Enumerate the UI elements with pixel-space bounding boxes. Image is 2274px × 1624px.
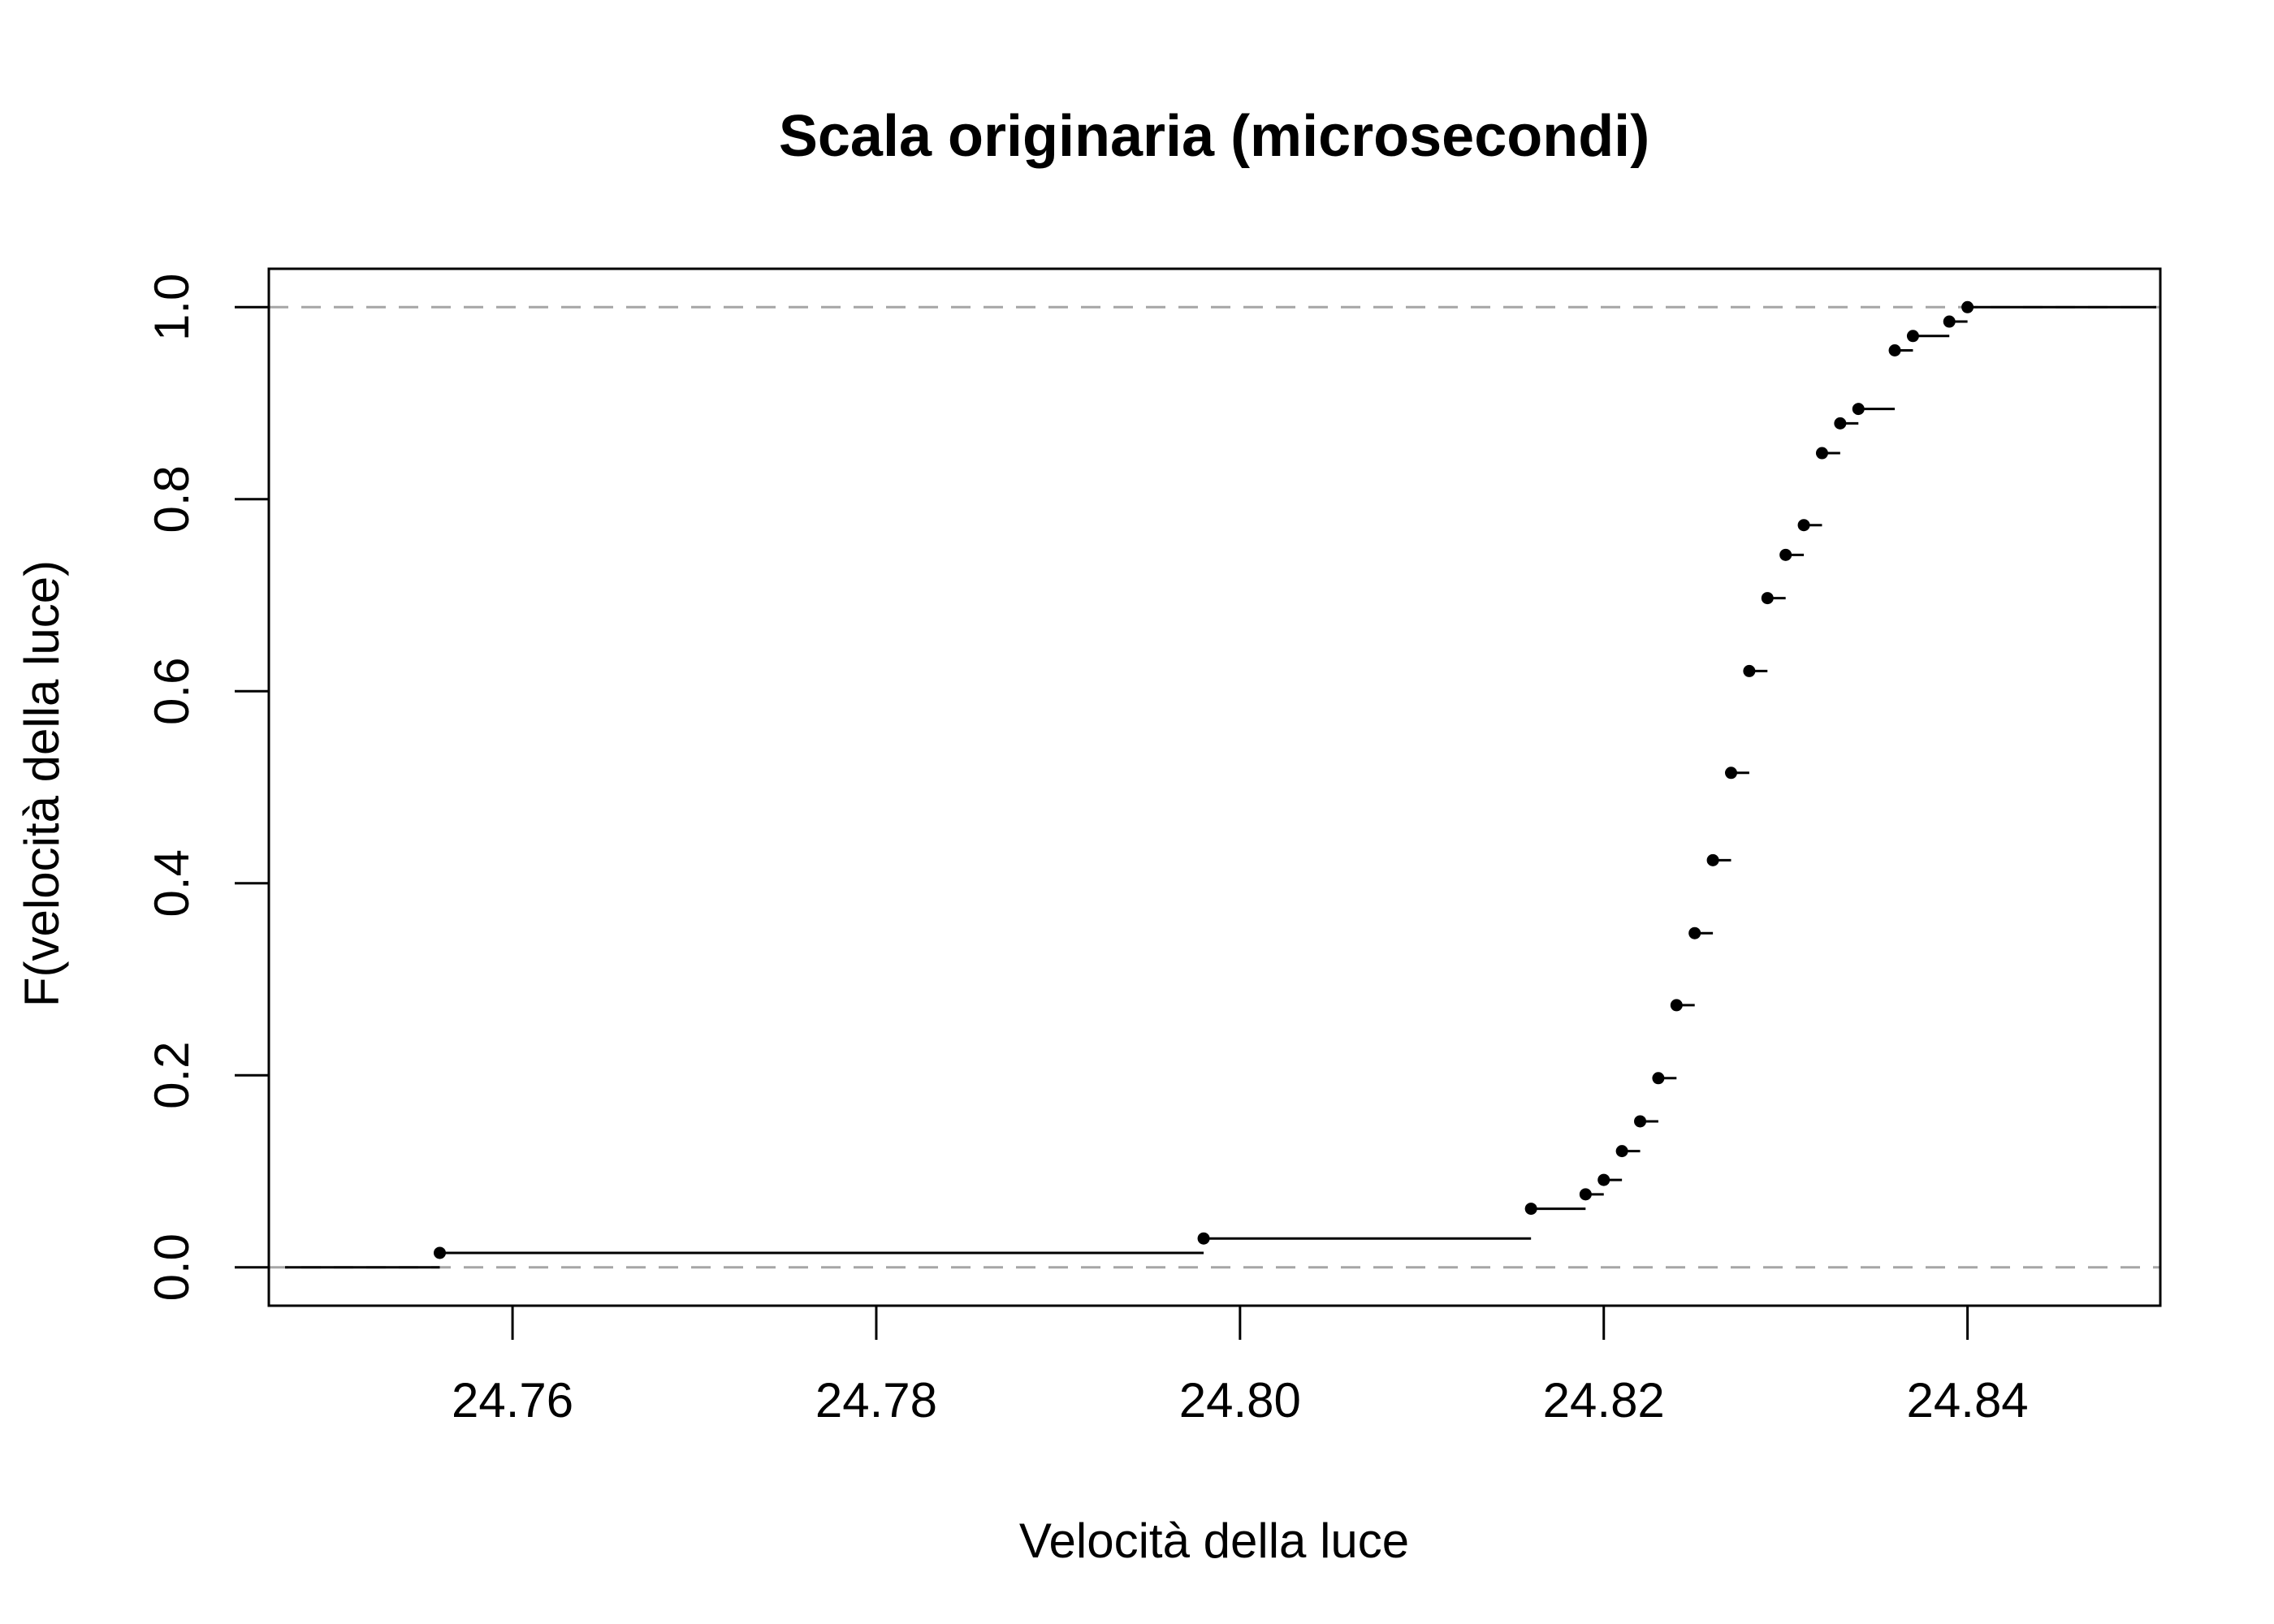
y-tick-label-5: 1.0 — [145, 274, 199, 341]
data-point-17 — [1834, 417, 1847, 430]
data-point-0 — [434, 1246, 447, 1259]
plot-frame — [267, 267, 2162, 1307]
x-axis-ticks: 24.76 24.78 24.80 24.82 24.84 — [452, 1306, 2029, 1427]
data-point-10 — [1706, 853, 1719, 866]
y-tick-label-0: 0.0 — [145, 1233, 199, 1301]
chart-title: Scala originaria (microsecondi) — [779, 104, 1649, 169]
y-axis-ticks: 0.0 0.2 0.4 0.6 0.8 1.0 — [145, 274, 269, 1301]
y-tick-label-2: 0.4 — [145, 849, 199, 917]
step-segments — [285, 305, 2156, 1269]
data-point-21 — [1943, 315, 1956, 328]
y-tick-label-4: 0.8 — [145, 465, 199, 533]
y-tick-label-3: 0.6 — [145, 658, 199, 725]
data-point-11 — [1724, 767, 1737, 780]
data-point-7 — [1652, 1072, 1665, 1085]
data-point-16 — [1815, 447, 1828, 460]
data-point-9 — [1688, 926, 1701, 939]
data-point-12 — [1743, 664, 1756, 677]
x-tick-label-4: 24.84 — [1907, 1373, 2029, 1427]
data-point-4 — [1597, 1173, 1610, 1186]
data-point-20 — [1906, 330, 1919, 343]
data-point-1 — [1197, 1232, 1210, 1245]
reference-lines — [269, 305, 2160, 1269]
data-point-19 — [1888, 344, 1901, 357]
data-points — [434, 300, 1974, 1259]
x-tick-label-0: 24.76 — [452, 1373, 573, 1427]
data-point-8 — [1670, 999, 1683, 1012]
x-tick-label-3: 24.82 — [1543, 1373, 1665, 1427]
y-tick-label-1: 0.2 — [145, 1042, 199, 1109]
data-point-5 — [1615, 1145, 1628, 1158]
data-point-15 — [1797, 519, 1810, 532]
data-point-13 — [1761, 592, 1774, 605]
y-axis-label: F(velocità della luce) — [15, 560, 69, 1007]
data-point-2 — [1524, 1203, 1537, 1216]
data-point-6 — [1634, 1115, 1647, 1128]
x-tick-label-1: 24.78 — [815, 1373, 937, 1427]
data-point-22 — [1961, 300, 1974, 313]
data-point-14 — [1779, 548, 1792, 561]
data-point-3 — [1579, 1188, 1592, 1201]
x-axis-label: Velocità della luce — [1019, 1514, 1409, 1568]
x-tick-label-2: 24.80 — [1179, 1373, 1301, 1427]
data-point-18 — [1852, 403, 1865, 416]
